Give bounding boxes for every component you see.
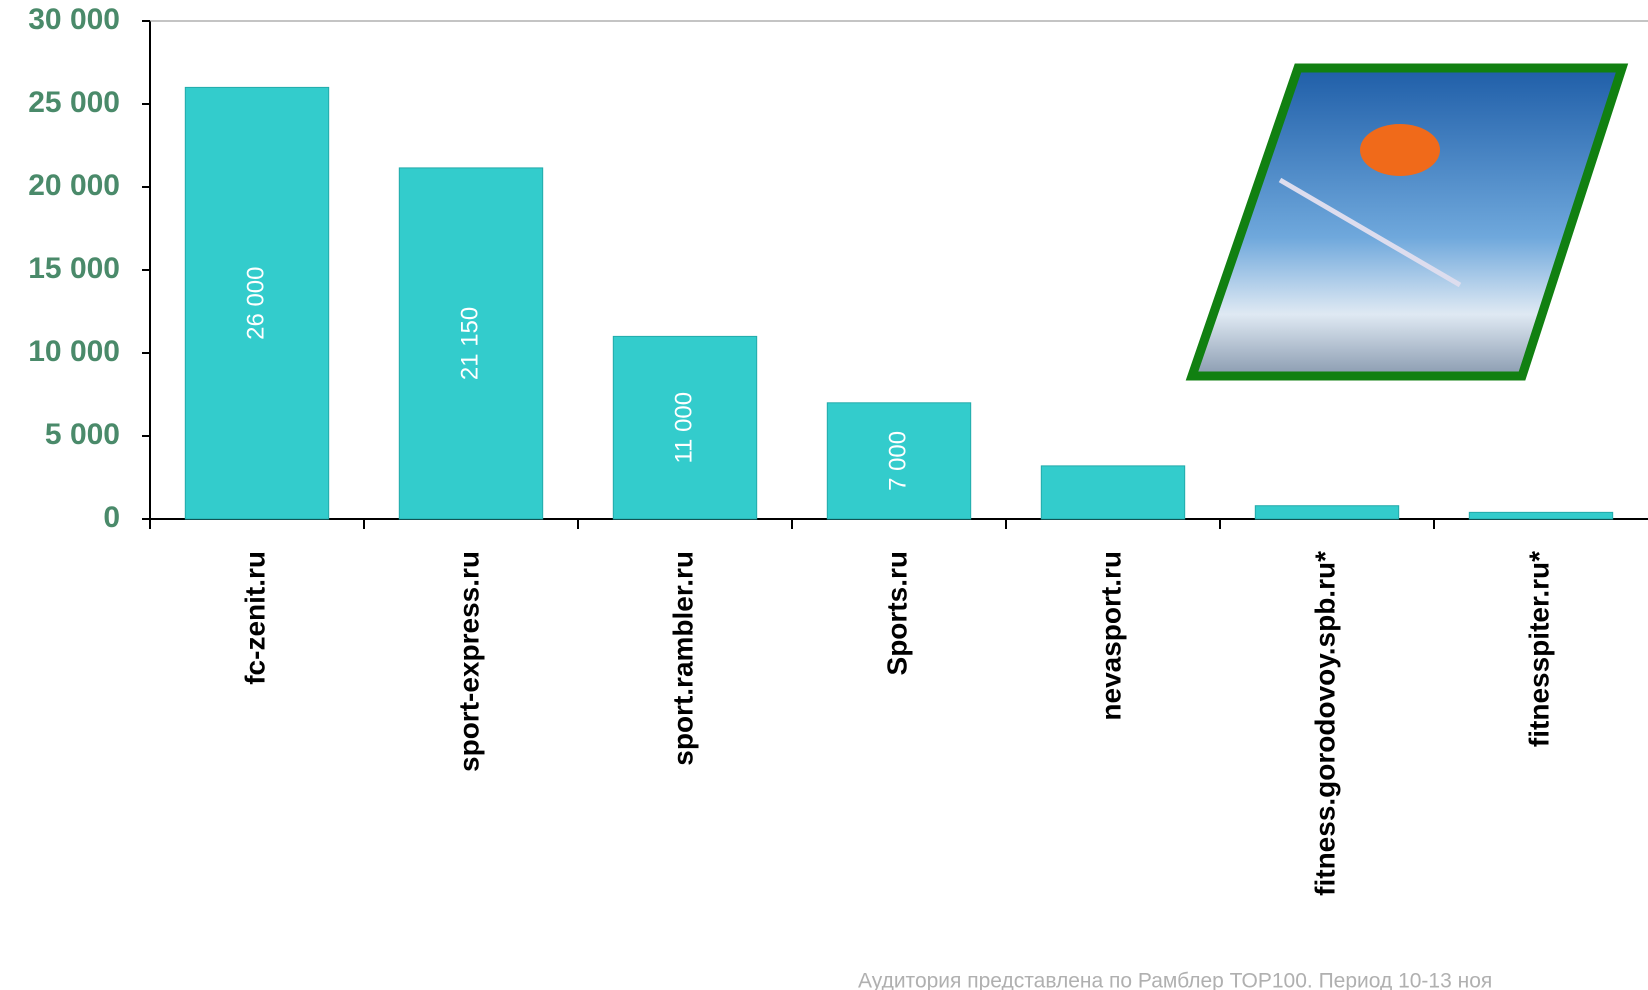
y-tick-label: 15 000 [28, 252, 120, 285]
value-label: 26 000 [242, 266, 269, 339]
bar [184, 86, 330, 520]
bar [398, 167, 544, 520]
footnote: Аудитория представлена по Рамблер ТОР100… [858, 970, 1492, 990]
value-label: 11 000 [670, 392, 697, 464]
value-label: 7 000 [884, 431, 911, 491]
x-tick-label: Sports.ru [881, 551, 912, 675]
y-tick-label: 20 000 [28, 169, 120, 202]
y-tick-label: 0 [103, 501, 120, 534]
bar [1254, 505, 1400, 520]
bar [612, 335, 758, 520]
x-tick-label: fitnesspiter.ru* [1523, 551, 1554, 747]
y-tick-label: 10 000 [28, 335, 120, 368]
x-tick-label: sport.rambler.ru [667, 551, 698, 766]
y-tick-label: 5 000 [45, 418, 120, 451]
x-tick-label: sport-express.ru [453, 551, 484, 772]
y-tick-label: 30 000 [28, 3, 120, 36]
x-tick-label: nevasport.ru [1095, 551, 1126, 721]
x-tick-label: fitness.gorodovoy.spb.ru* [1309, 551, 1340, 896]
bar [1468, 511, 1614, 520]
photo [1185, 63, 1629, 381]
y-tick-label: 25 000 [28, 86, 120, 119]
x-tick-label: fc-zenit.ru [239, 551, 270, 685]
bar [826, 402, 972, 520]
value-label: 21 150 [456, 307, 483, 380]
bar [1040, 465, 1186, 520]
